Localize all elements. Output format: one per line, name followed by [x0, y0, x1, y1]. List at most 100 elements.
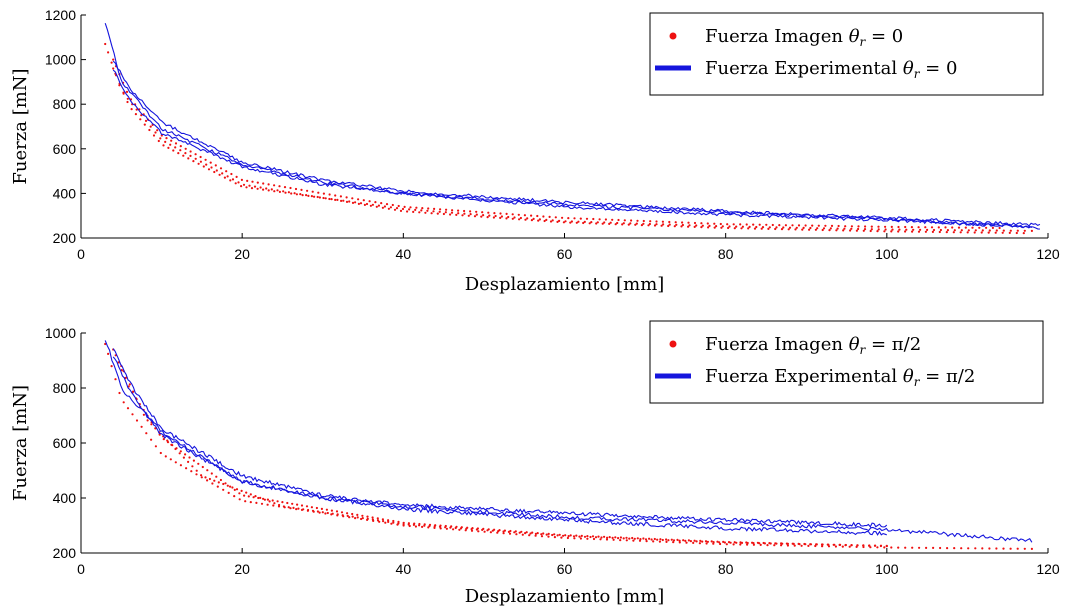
image-series-point [966, 231, 969, 234]
image-series-point [804, 543, 807, 546]
image-series-point [614, 223, 617, 226]
image-series-point [213, 170, 216, 174]
image-series-point [226, 484, 229, 487]
image-series-point [655, 220, 658, 223]
image-series-point [876, 230, 879, 233]
image-series-point [786, 544, 790, 547]
image-series-point [524, 532, 527, 535]
image-series-point [848, 545, 851, 548]
image-series-point [904, 225, 907, 229]
image-series-point [167, 146, 170, 149]
image-series-point [937, 226, 940, 229]
image-series-point [169, 458, 172, 461]
image-series-point [883, 230, 886, 233]
image-series-point [953, 229, 956, 232]
image-series-point [517, 213, 520, 216]
image-series-point [662, 223, 665, 226]
image-series-point [444, 526, 447, 529]
image-series-point [403, 205, 406, 208]
image-series-point [392, 519, 395, 523]
image-series-point [967, 229, 970, 232]
image-series-point [553, 536, 557, 539]
image-series-point [132, 390, 135, 393]
image-series-point [850, 225, 854, 228]
image-series-point [357, 198, 360, 201]
image-series-point [322, 196, 325, 200]
image-series-point [540, 533, 543, 536]
image-series-point [988, 229, 991, 232]
image-series-point [862, 229, 865, 232]
image-series-point [178, 452, 181, 455]
image-series-point [375, 205, 378, 208]
experimental-series-line [112, 356, 887, 536]
image-series-point [773, 544, 776, 547]
image-series-point [712, 541, 715, 544]
image-series-point [328, 197, 331, 201]
image-series-point [938, 230, 941, 234]
image-series-point [706, 540, 710, 543]
image-series-point [281, 501, 284, 504]
image-series-point [520, 530, 523, 533]
image-series-point [678, 541, 681, 544]
image-series-point [588, 222, 591, 225]
experimental-series-line [104, 23, 1040, 230]
image-series-point [959, 231, 962, 234]
image-series-point [721, 225, 724, 228]
image-series-point [904, 546, 907, 549]
experimental-series-line [112, 348, 888, 528]
image-series-point [583, 220, 586, 223]
image-series-point [661, 220, 665, 223]
image-series-point [401, 207, 405, 211]
image-series-point [243, 494, 246, 497]
image-series-point [131, 413, 134, 416]
image-series-point [270, 188, 273, 191]
image-series-point [863, 228, 867, 231]
image-series-point [760, 227, 763, 230]
image-series-point [166, 439, 169, 442]
image-series-point [611, 536, 614, 540]
image-series-point [376, 517, 379, 520]
image-series-point [126, 407, 130, 410]
image-series-point [924, 226, 927, 229]
image-series-point [345, 200, 349, 203]
image-series-point [487, 211, 490, 214]
image-series-point [436, 212, 439, 215]
image-series-point [981, 547, 984, 550]
image-series-point [201, 465, 204, 469]
image-series-point [384, 521, 387, 524]
image-series-point [473, 215, 477, 218]
image-series-point [481, 528, 484, 532]
image-series-point [330, 509, 333, 512]
image-series-point [877, 228, 880, 231]
image-series-point [844, 225, 847, 228]
image-series-point [366, 515, 369, 518]
image-series-point [727, 226, 730, 230]
image-series-point [564, 534, 567, 537]
image-series-point [449, 213, 452, 216]
image-series-point [636, 537, 639, 540]
chart-panel-1: 0 20 40 60 80 100 120 200 400 600 800 1000 1200 Despl… [10, 7, 1060, 295]
image-series-point [787, 228, 790, 231]
image-series-point [733, 227, 736, 230]
image-series-point [616, 221, 619, 225]
image-series-point [1023, 229, 1026, 232]
image-series-point [628, 537, 631, 540]
image-series-point [554, 216, 557, 219]
image-series-point [542, 215, 545, 218]
image-series-point [758, 542, 761, 545]
image-series-point [259, 496, 262, 499]
image-series-point [752, 223, 755, 226]
image-series-point [385, 203, 389, 206]
image-series-point [795, 226, 798, 229]
image-series-point [978, 226, 981, 229]
image-series-point [414, 208, 417, 211]
legend-label-theta: θ [903, 366, 914, 387]
image-series-point [716, 540, 719, 543]
image-series-point [371, 516, 374, 519]
image-series-point [184, 147, 187, 150]
image-series-point [564, 220, 567, 223]
legend-box [649, 320, 1044, 404]
image-series-point [211, 482, 214, 485]
image-series-point [622, 537, 625, 540]
